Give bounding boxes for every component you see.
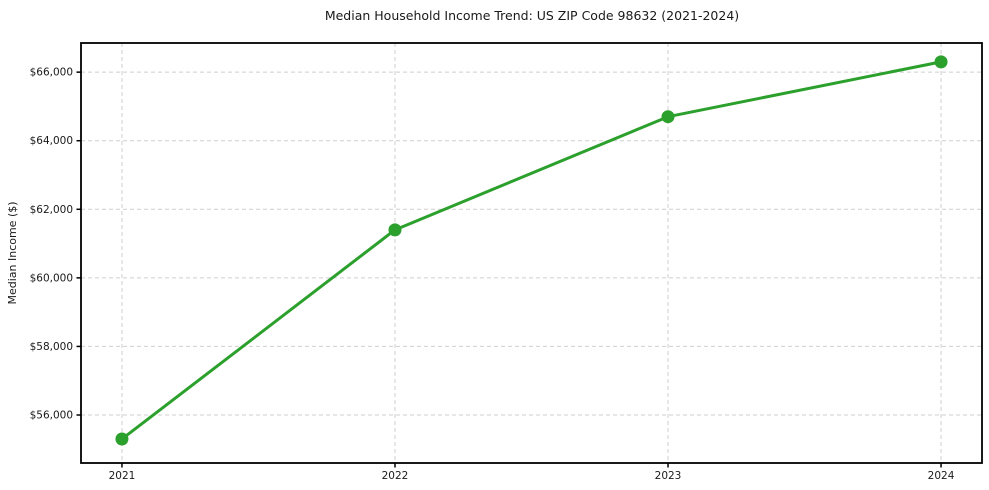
- axes-layer: $56,000 $58,000 $60,000 $62,000 $64,000 $66,0…: [30, 42, 983, 482]
- y-tick-label: $62,000: [30, 204, 73, 216]
- x-tick-label: 2021: [109, 470, 136, 482]
- x-tick-label: 2023: [655, 470, 682, 482]
- y-tick-label: $60,000: [30, 272, 73, 284]
- y-tick-label: $66,000: [30, 67, 73, 79]
- plot-border: [80, 42, 983, 464]
- trend-line: [120, 60, 943, 441]
- chart-title: Median Household Income Trend: US ZIP Co…: [325, 8, 739, 23]
- y-tick-label: $56,000: [30, 410, 73, 422]
- data-point: [388, 223, 402, 237]
- y-axis-label: Median Income ($): [6, 201, 19, 304]
- x-tick-label: 2024: [928, 470, 955, 482]
- x-tick-label: 2022: [382, 470, 409, 482]
- y-tick-label: $58,000: [30, 341, 73, 353]
- y-tick-label: $64,000: [30, 135, 73, 147]
- data-point: [934, 55, 948, 69]
- grid-layer: [81, 43, 982, 463]
- trend-line-series: [115, 55, 948, 446]
- data-point: [661, 110, 675, 124]
- data-point: [115, 432, 129, 446]
